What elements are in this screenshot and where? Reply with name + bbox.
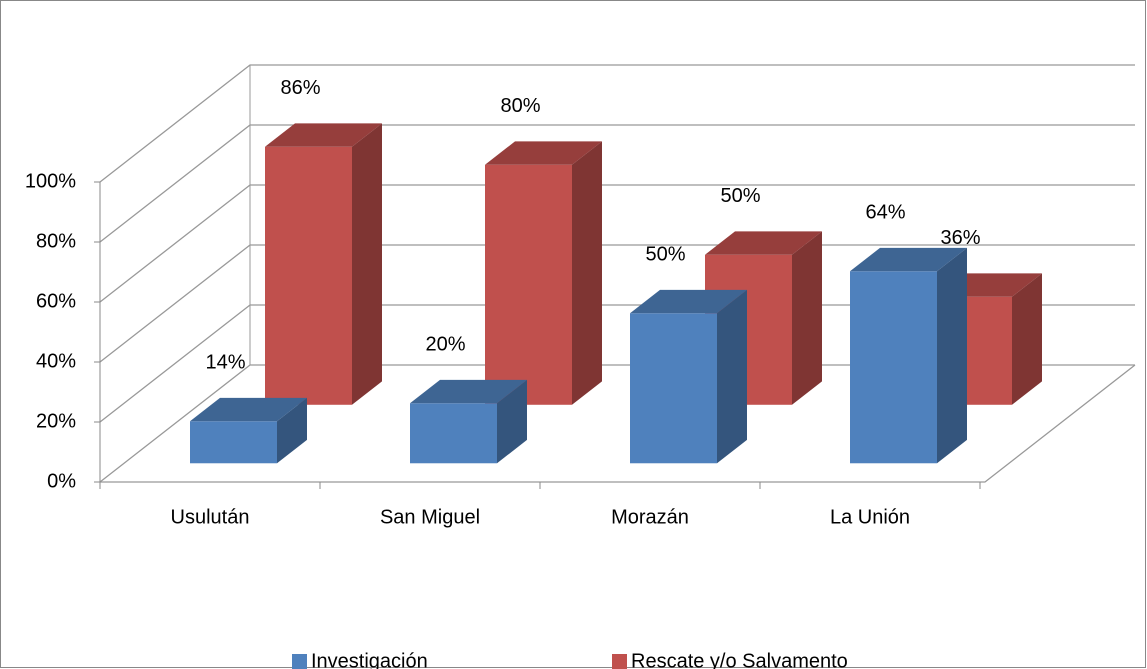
value-label: 50% [645, 244, 685, 266]
floor-edge [100, 364, 1136, 483]
bar-front [265, 146, 352, 405]
value-label: 50% [720, 185, 760, 207]
bar-front [190, 421, 277, 464]
bar-top [630, 289, 747, 314]
bar-front [850, 271, 937, 464]
bar-side [497, 379, 527, 464]
bar-top [410, 379, 527, 404]
value-label: 20% [425, 334, 465, 356]
value-label: 64% [865, 202, 905, 224]
grid-line [99, 64, 1135, 183]
bar-front [410, 403, 497, 464]
legend-swatch [612, 654, 627, 669]
bar-top [705, 231, 822, 255]
bar-side [937, 247, 967, 464]
bar-side [277, 397, 307, 464]
x-tick-label: Usulután [171, 506, 250, 528]
y-tick-label: 80% [36, 230, 76, 252]
grid-line [99, 244, 1135, 363]
bar-top [485, 141, 602, 165]
grid-line [99, 364, 1135, 483]
bar-side [1012, 273, 1042, 405]
x-tick-label: La Unión [830, 506, 910, 528]
value-label: 86% [280, 77, 320, 99]
value-label: 36% [940, 227, 980, 249]
bar-side [352, 123, 382, 405]
legend-label: Rescate y/o Salvamento [631, 650, 848, 669]
grid-line [99, 124, 1135, 243]
bar-side [792, 231, 822, 405]
bar-front [485, 164, 572, 405]
y-tick-label: 100% [25, 170, 76, 192]
bar-top [265, 123, 382, 147]
value-label: 80% [500, 95, 540, 117]
legend-label: Investigación [311, 650, 428, 669]
bar-side [572, 141, 602, 405]
bar-side [717, 289, 747, 464]
x-tick-label: Morazán [611, 506, 689, 528]
bar-top [190, 397, 307, 422]
x-tick-label: San Miguel [380, 506, 480, 528]
legend-swatch [292, 654, 307, 669]
grid-line [99, 304, 1135, 423]
y-tick-label: 60% [36, 290, 76, 312]
bar-front [630, 313, 717, 464]
y-tick-label: 0% [47, 470, 76, 492]
y-tick-label: 40% [36, 350, 76, 372]
value-label: 14% [205, 352, 245, 374]
bar-top [850, 247, 967, 272]
y-tick-label: 20% [36, 410, 76, 432]
grid-line [99, 184, 1135, 303]
